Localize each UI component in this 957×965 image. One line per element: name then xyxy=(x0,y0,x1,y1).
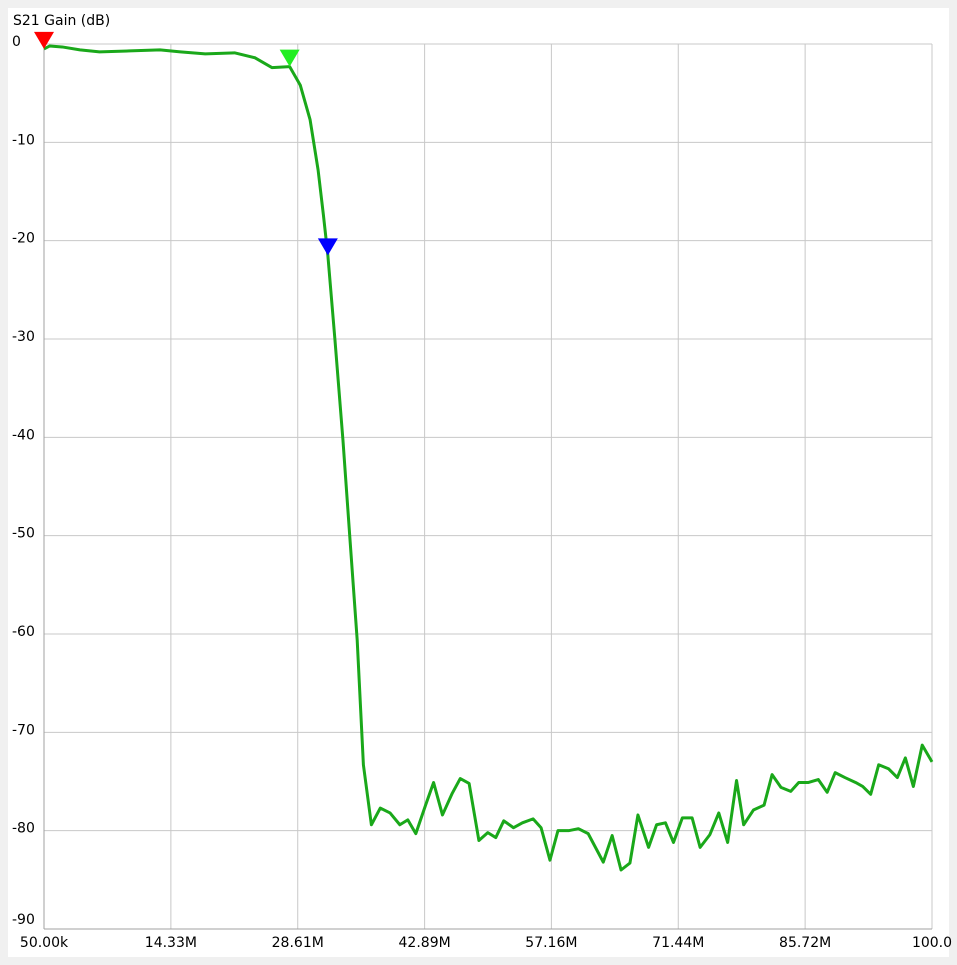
x-tick-label: 100.0 xyxy=(912,935,952,951)
y-tick-label: -90 xyxy=(12,912,35,928)
x-tick-label: 71.44M xyxy=(652,935,704,951)
x-tick-label: 85.72M xyxy=(779,935,831,951)
y-axis-label: S21 Gain (dB) xyxy=(13,13,110,29)
y-tick-label: -60 xyxy=(12,624,35,640)
y-tick-label: -10 xyxy=(12,132,35,148)
y-tick-label: -40 xyxy=(12,427,35,443)
marker xyxy=(279,49,300,67)
x-tick-label: 28.61M xyxy=(272,935,324,951)
x-tick-label: 57.16M xyxy=(525,935,577,951)
y-tick-label: -50 xyxy=(12,526,35,542)
line-series xyxy=(43,44,934,872)
x-tick-label: 14.33M xyxy=(145,935,197,951)
marker xyxy=(34,31,54,49)
marker xyxy=(317,238,338,256)
y-tick-label: -70 xyxy=(12,722,35,738)
y-tick-label: -30 xyxy=(12,329,35,345)
chart-panel xyxy=(8,8,949,957)
y-tick-label: -20 xyxy=(12,231,35,247)
y-tick-label: -80 xyxy=(12,821,35,837)
x-tick-label: 50.00k xyxy=(20,935,69,951)
x-tick-label: 42.89M xyxy=(399,935,451,951)
y-tick-label: 0 xyxy=(12,34,21,50)
